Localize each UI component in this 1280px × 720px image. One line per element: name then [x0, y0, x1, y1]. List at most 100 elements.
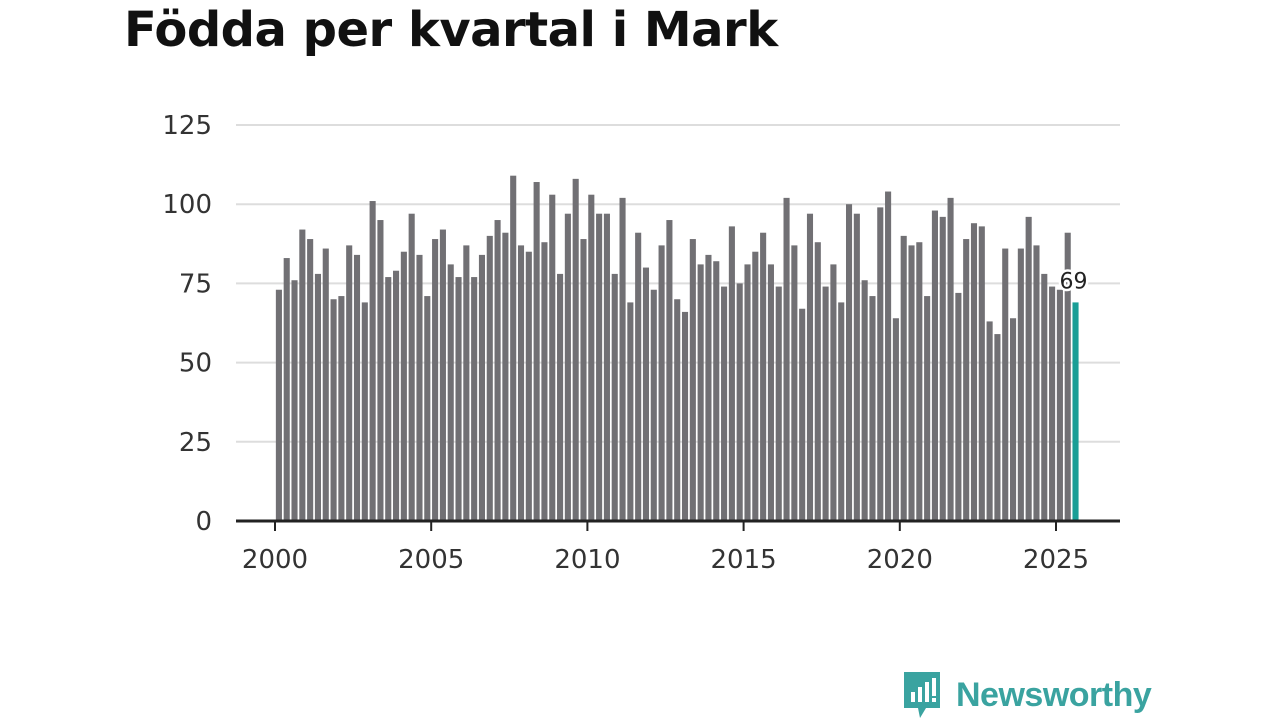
bar-highlight — [1072, 302, 1079, 521]
bar — [681, 311, 689, 521]
bar — [588, 194, 595, 522]
bar — [385, 277, 392, 521]
y-tick-label: 125 — [162, 111, 212, 141]
bar — [760, 232, 767, 521]
bar — [502, 232, 509, 521]
bar — [1064, 232, 1071, 521]
newsworthy-logo: Newsworthy — [902, 670, 1152, 720]
bar — [736, 283, 743, 521]
bar — [721, 286, 728, 521]
bar — [455, 277, 462, 521]
bar — [322, 248, 329, 521]
bar — [353, 254, 361, 521]
y-tick-label: 100 — [162, 190, 212, 220]
bar — [361, 302, 368, 521]
bar — [978, 226, 985, 521]
bar — [275, 289, 282, 521]
bar — [346, 245, 353, 521]
bar — [525, 251, 532, 521]
bar — [908, 245, 915, 521]
bar — [689, 239, 696, 521]
bar — [1017, 248, 1024, 521]
bar — [642, 267, 650, 521]
bar — [439, 229, 446, 521]
bar — [869, 296, 876, 521]
x-tick-label: 2020 — [867, 545, 933, 575]
bar — [1025, 216, 1032, 521]
bar — [432, 239, 439, 521]
bar — [994, 334, 1001, 521]
y-tick-label: 0 — [195, 507, 212, 537]
bar — [330, 299, 337, 521]
bar — [510, 175, 517, 522]
bar — [705, 254, 712, 521]
bar — [338, 296, 345, 521]
bar — [916, 242, 923, 521]
bar — [713, 261, 720, 521]
bar — [494, 220, 501, 522]
bar — [564, 213, 571, 522]
bar — [299, 229, 306, 521]
bar — [947, 197, 954, 521]
bar — [767, 264, 774, 521]
bar — [533, 182, 540, 522]
bar — [1033, 245, 1040, 521]
bar — [838, 302, 845, 521]
bar — [517, 245, 525, 521]
x-axis-ticks: 2000 2005 2010 2015 2020 2025 — [242, 521, 1089, 575]
chart-title: Födda per kvartal i Mark — [124, 2, 778, 58]
bar — [939, 216, 946, 521]
bar — [963, 239, 970, 521]
bar — [924, 296, 931, 521]
bar — [1056, 289, 1063, 521]
bar — [611, 273, 618, 521]
bar — [291, 280, 298, 521]
bar — [580, 239, 587, 521]
bar — [799, 308, 806, 521]
bar — [1002, 248, 1009, 521]
bar — [674, 299, 681, 521]
bar — [822, 286, 829, 521]
brand-name: Newsworthy — [956, 675, 1152, 714]
bar — [658, 245, 665, 521]
bar — [572, 178, 579, 521]
x-tick-label: 2025 — [1023, 545, 1089, 575]
bar — [557, 273, 564, 521]
bar — [885, 191, 892, 521]
bar — [596, 213, 603, 522]
bar — [369, 201, 376, 522]
x-tick-label: 2000 — [242, 545, 308, 575]
bar — [447, 264, 454, 521]
y-tick-label: 50 — [179, 349, 212, 379]
bar — [619, 197, 626, 521]
bar — [830, 264, 837, 521]
bar — [877, 207, 884, 522]
bar — [463, 245, 470, 521]
newsworthy-logo-icon — [904, 672, 940, 718]
bar — [955, 292, 962, 521]
bar — [416, 254, 423, 521]
bar — [853, 213, 860, 522]
bar — [400, 251, 407, 521]
bar — [635, 232, 642, 521]
bar — [892, 318, 899, 521]
bar — [377, 220, 384, 522]
bar — [307, 239, 314, 521]
bar — [1009, 318, 1017, 521]
bar — [931, 210, 938, 521]
bar — [970, 223, 978, 521]
bar — [283, 258, 290, 521]
bar — [486, 235, 493, 521]
bar — [478, 254, 486, 521]
bar — [1041, 273, 1048, 521]
bar — [791, 245, 798, 521]
bar — [650, 289, 657, 521]
bar — [900, 235, 907, 521]
bar — [314, 273, 322, 521]
bar — [783, 197, 790, 521]
y-axis-ticks: 0 25 50 75 100 125 — [162, 111, 212, 537]
bar — [408, 213, 415, 522]
bar — [541, 242, 548, 521]
bar — [603, 213, 610, 522]
